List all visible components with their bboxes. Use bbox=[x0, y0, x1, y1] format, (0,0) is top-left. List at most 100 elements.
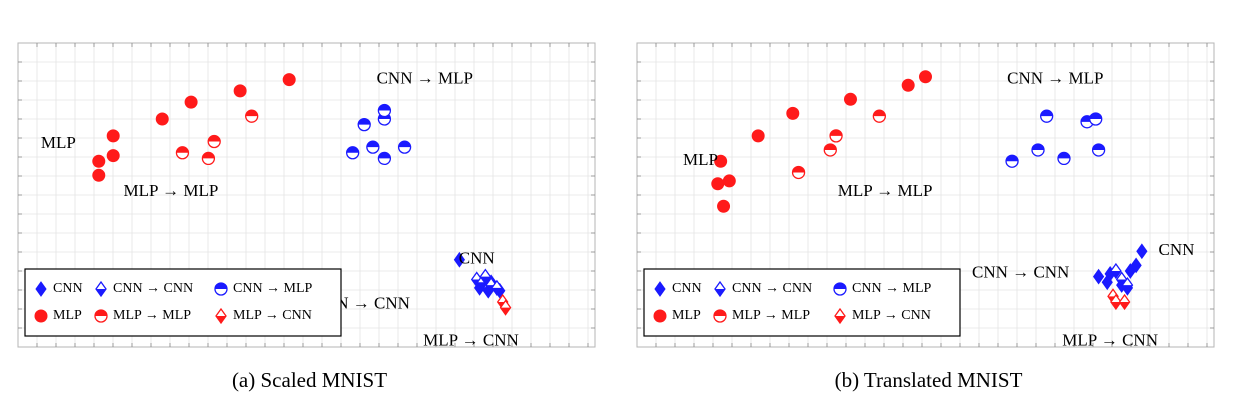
point-mlp-4 bbox=[751, 129, 765, 143]
point-mlp-7 bbox=[282, 73, 296, 87]
series-cnn-to-cnn bbox=[1110, 262, 1134, 294]
legend-item-cnn: CNN bbox=[654, 281, 702, 297]
point-mlp-6 bbox=[843, 92, 857, 106]
point-mlp-to-mlp-1 bbox=[823, 143, 837, 157]
point-mlp-1 bbox=[92, 154, 106, 168]
legend-item-cnn-to-mlp: CNN → MLP bbox=[214, 281, 313, 296]
point-mlp-8 bbox=[919, 70, 932, 84]
annotation-cnn-to-mlp: CNN → MLP bbox=[1007, 68, 1103, 87]
point-mlp-3 bbox=[722, 174, 736, 188]
series-cnn-to-mlp bbox=[346, 103, 412, 166]
annotation-mlp: MLP bbox=[41, 133, 76, 152]
legend-item-cnn-to-cnn: CNN → CNN bbox=[714, 280, 812, 298]
annotation-cnn-to-mlp: CNN → MLP bbox=[377, 68, 473, 87]
legend-label-mlp-to-mlp: MLP → MLP bbox=[732, 308, 810, 323]
legend-item-mlp-to-mlp: MLP → MLP bbox=[94, 308, 191, 323]
point-cnn-to-mlp-5 bbox=[377, 151, 392, 166]
point-mlp-2 bbox=[717, 199, 731, 213]
legend-item-mlp-to-cnn: MLP → CNN bbox=[834, 307, 931, 325]
legend-item-mlp-to-mlp: MLP → MLP bbox=[713, 308, 810, 323]
legend-marker-mlp bbox=[34, 309, 48, 323]
point-mlp-to-mlp-1 bbox=[201, 151, 216, 166]
point-mlp-to-mlp-3 bbox=[245, 109, 259, 123]
annotation-mlp-to-mlp: MLP → MLP bbox=[838, 181, 933, 200]
series-mlp-to-cnn bbox=[496, 293, 512, 316]
axis-ticks bbox=[18, 43, 595, 347]
point-mlp-5 bbox=[786, 106, 800, 120]
scatter-chart-scaled-mnist: CNN → MLP MLP MLP → MLP CNN CNN → CNN MLP → C… bbox=[17, 42, 596, 349]
point-mlp-4 bbox=[155, 112, 169, 126]
panel-scaled-mnist: CNN → MLP MLP MLP → MLP CNN CNN → CNN MLP → C… bbox=[17, 42, 596, 392]
series-mlp-to-mlp bbox=[791, 109, 886, 180]
series-mlp-to-mlp bbox=[175, 109, 259, 166]
legend-label-mlp: MLP bbox=[53, 308, 82, 323]
point-cnn-to-mlp-0 bbox=[1005, 154, 1019, 168]
legend-label-cnn-to-mlp: CNN → MLP bbox=[233, 281, 313, 296]
point-cnn-7 bbox=[1136, 243, 1148, 260]
legend: CNN CNN → CNN CNN → MLP MLP MLP → MLP MLP → C… bbox=[643, 268, 961, 337]
legend-label-cnn-to-mlp: CNN → MLP bbox=[852, 281, 932, 296]
point-cnn-to-cnn-2 bbox=[1121, 276, 1134, 294]
legend-label-cnn: CNN bbox=[53, 281, 83, 296]
annotation-mlp-to-cnn: MLP → CNN bbox=[423, 330, 519, 349]
legend-label-cnn-to-cnn: CNN → CNN bbox=[113, 281, 193, 296]
point-mlp-0 bbox=[92, 168, 106, 182]
legend-marker-cnn-to-mlp bbox=[214, 282, 228, 296]
legend-label-mlp-to-mlp: MLP → MLP bbox=[113, 308, 191, 323]
annotation-mlp-to-mlp: MLP → MLP bbox=[124, 181, 219, 200]
legend-box bbox=[24, 268, 342, 337]
legend-marker-mlp-to-cnn bbox=[215, 307, 227, 325]
point-cnn-to-mlp-2 bbox=[1040, 109, 1054, 123]
caption-translated-mnist: (b) Translated MNIST bbox=[834, 368, 1023, 392]
point-mlp-to-cnn-1 bbox=[499, 299, 512, 316]
legend-label-mlp-to-cnn: MLP → CNN bbox=[233, 308, 312, 323]
annotation-cnn: CNN bbox=[1159, 240, 1195, 259]
annotation-mlp-to-cnn: MLP → CNN bbox=[1062, 330, 1158, 349]
legend-item-mlp-to-cnn: MLP → CNN bbox=[215, 307, 312, 325]
legend-marker-mlp-to-mlp bbox=[713, 309, 727, 323]
series-cnn-to-mlp bbox=[1005, 109, 1106, 168]
legend-label-mlp-to-cnn: MLP → CNN bbox=[852, 308, 931, 323]
point-mlp-to-cnn-1 bbox=[1110, 293, 1122, 311]
point-mlp-2 bbox=[106, 129, 120, 143]
scatter-chart-translated-mnist: CNN → MLP MLP MLP → MLP CNN CNN → CNN MLP → C… bbox=[636, 42, 1215, 349]
point-cnn-to-mlp-2 bbox=[366, 140, 380, 154]
point-mlp-to-mlp-3 bbox=[872, 109, 886, 123]
legend-item-mlp: MLP bbox=[34, 308, 82, 323]
point-cnn-to-cnn-2 bbox=[479, 268, 492, 285]
point-cnn-6 bbox=[1130, 257, 1142, 274]
legend-marker-cnn bbox=[35, 281, 47, 297]
point-cnn-to-mlp-5 bbox=[1089, 112, 1103, 126]
annotation-cnn-to-cnn: CNN → CNN bbox=[972, 263, 1069, 282]
series-mlp bbox=[711, 70, 932, 213]
point-mlp-1 bbox=[714, 154, 728, 168]
annotation-cnn: CNN bbox=[459, 249, 495, 268]
legend-marker-cnn-to-cnn bbox=[95, 280, 107, 298]
point-mlp-to-mlp-2 bbox=[207, 134, 221, 149]
legend-label-mlp: MLP bbox=[672, 308, 701, 323]
annotation-mlp: MLP bbox=[683, 150, 718, 169]
legend-box bbox=[643, 268, 961, 337]
point-cnn-0 bbox=[1092, 268, 1105, 285]
legend-label-cnn: CNN bbox=[672, 281, 702, 296]
legend-marker-mlp bbox=[653, 309, 667, 323]
caption-scaled-mnist: (a) Scaled MNIST bbox=[231, 368, 388, 392]
legend-marker-cnn-to-mlp bbox=[833, 282, 847, 296]
point-cnn-to-mlp-3 bbox=[1057, 151, 1071, 166]
point-cnn-to-mlp-0 bbox=[346, 146, 360, 160]
point-cnn-0 bbox=[453, 251, 466, 268]
series-mlp-to-cnn bbox=[1107, 288, 1131, 311]
point-cnn-to-cnn-4 bbox=[491, 279, 503, 297]
legend-marker-mlp-to-mlp bbox=[94, 309, 108, 323]
legend-label-cnn-to-cnn: CNN → CNN bbox=[732, 281, 812, 296]
point-cnn-to-cnn-0 bbox=[1110, 262, 1122, 280]
point-mlp-to-cnn-2 bbox=[1118, 293, 1131, 311]
point-cnn-to-mlp-6 bbox=[397, 140, 412, 154]
legend-marker-mlp-to-cnn bbox=[834, 307, 846, 325]
panel-translated-mnist: CNN → MLP MLP MLP → MLP CNN CNN → CNN MLP → C… bbox=[619, 0, 1238, 416]
point-cnn-to-mlp-1 bbox=[1031, 143, 1045, 157]
legend-marker-cnn bbox=[654, 281, 666, 297]
point-mlp-0 bbox=[711, 177, 725, 191]
legend: CNN CNN → CNN CNN → MLP MLP MLP → MLP MLP → C… bbox=[24, 268, 342, 337]
series-cnn-to-cnn bbox=[470, 268, 503, 297]
